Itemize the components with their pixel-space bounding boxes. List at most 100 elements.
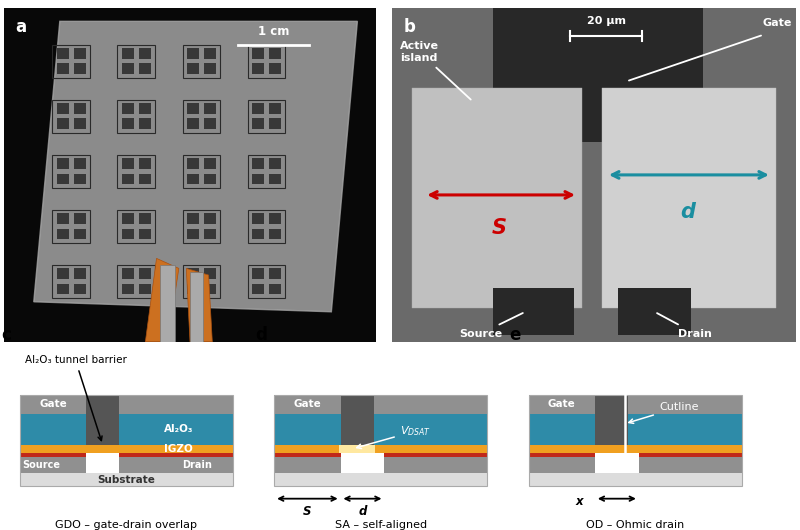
Bar (270, 64, 281, 74)
Bar (339, 445, 375, 453)
Bar (118, 210, 154, 243)
Bar (74, 64, 86, 74)
Bar (119, 457, 233, 473)
Text: e: e (510, 326, 521, 344)
Bar (248, 45, 285, 78)
Bar (122, 173, 134, 184)
Bar (204, 64, 216, 74)
Bar (74, 213, 86, 224)
Bar (274, 453, 341, 457)
Bar (204, 103, 216, 114)
Bar (384, 453, 487, 457)
Bar (187, 213, 199, 224)
Bar (74, 119, 86, 129)
Bar (270, 158, 281, 169)
Bar (74, 158, 86, 169)
Text: c: c (1, 326, 10, 344)
Bar (270, 284, 281, 295)
Bar (74, 228, 86, 240)
Bar (529, 473, 742, 486)
Bar (52, 210, 90, 243)
Bar (248, 210, 285, 243)
Bar (139, 173, 151, 184)
Text: b: b (404, 18, 416, 36)
Text: Source: Source (22, 460, 60, 470)
Bar (187, 268, 199, 279)
Bar (341, 395, 374, 445)
Bar (270, 228, 281, 240)
Text: Gate: Gate (294, 399, 322, 409)
Text: 1 cm: 1 cm (258, 25, 290, 38)
Bar (270, 213, 281, 224)
Bar (190, 272, 203, 342)
Bar (57, 158, 69, 169)
Text: a: a (15, 18, 26, 36)
Bar (118, 155, 154, 188)
Text: OD – Ohmic drain: OD – Ohmic drain (586, 520, 684, 530)
Bar (274, 457, 341, 473)
Text: IGZO: IGZO (164, 444, 193, 454)
Bar (122, 268, 134, 279)
Bar (74, 284, 86, 295)
Text: $V_{DSAT}$: $V_{DSAT}$ (357, 424, 431, 448)
Bar (270, 103, 281, 114)
Bar (122, 103, 134, 114)
Bar (52, 45, 90, 78)
Bar (252, 268, 264, 279)
Bar (204, 48, 216, 59)
Text: $\bfit{S}$: $\bfit{S}$ (491, 218, 507, 238)
Polygon shape (146, 259, 179, 342)
Text: SA – self-aligned: SA – self-aligned (334, 520, 427, 530)
Text: $\bfit{d}$: $\bfit{d}$ (680, 201, 698, 222)
Bar (57, 228, 69, 240)
Bar (118, 45, 154, 78)
Bar (529, 395, 742, 414)
Bar (204, 173, 216, 184)
Bar (20, 453, 86, 457)
Text: Gate: Gate (39, 399, 67, 409)
Bar (204, 213, 216, 224)
Bar (52, 100, 90, 133)
Bar (252, 173, 264, 184)
Bar (20, 395, 233, 414)
Bar (204, 284, 216, 295)
Polygon shape (186, 268, 212, 342)
Bar (139, 158, 151, 169)
Bar (139, 284, 151, 295)
Text: Active
island: Active island (400, 41, 470, 100)
Bar (122, 64, 134, 74)
Text: Drain: Drain (182, 460, 212, 470)
Text: d: d (358, 505, 366, 518)
Bar (248, 265, 285, 298)
Bar (139, 103, 151, 114)
Text: Al₂O₃ tunnel barrier: Al₂O₃ tunnel barrier (25, 356, 126, 440)
Text: Gate: Gate (762, 18, 792, 28)
Text: 20 μm: 20 μm (586, 16, 626, 26)
Bar (248, 100, 285, 133)
Bar (122, 158, 134, 169)
Bar (187, 228, 199, 240)
Bar (182, 210, 220, 243)
Bar (118, 265, 154, 298)
Bar (274, 395, 487, 414)
Bar (578, 8, 634, 142)
Bar (118, 100, 154, 133)
Bar (274, 414, 487, 445)
Bar (274, 395, 487, 486)
Bar (252, 48, 264, 59)
Bar (182, 155, 220, 188)
Bar (187, 119, 199, 129)
Text: Substrate: Substrate (98, 475, 155, 485)
Bar (252, 284, 264, 295)
Text: Cutline: Cutline (629, 402, 698, 423)
Bar (602, 88, 776, 308)
Bar (122, 48, 134, 59)
Bar (274, 473, 487, 486)
Bar (57, 213, 69, 224)
Bar (187, 173, 199, 184)
Text: GDO – gate-drain overlap: GDO – gate-drain overlap (55, 520, 198, 530)
Bar (74, 103, 86, 114)
Bar (252, 228, 264, 240)
Bar (119, 453, 233, 457)
Polygon shape (34, 21, 358, 312)
